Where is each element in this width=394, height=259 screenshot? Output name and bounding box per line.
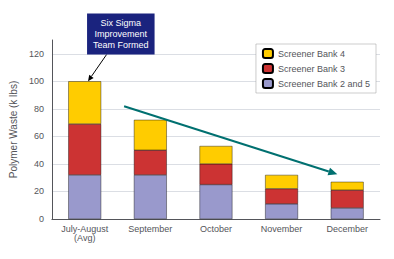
svg-text:December: December (326, 224, 368, 234)
svg-text:100: 100 (29, 76, 44, 86)
svg-text:July-August: July-August (61, 223, 109, 234)
svg-text:40: 40 (34, 159, 44, 169)
svg-text:0: 0 (39, 214, 44, 224)
svg-text:60: 60 (34, 131, 44, 141)
svg-text:Team Formed: Team Formed (93, 40, 149, 50)
svg-text:Screener Bank 3: Screener Bank 3 (278, 64, 345, 74)
svg-text:(Avg): (Avg) (74, 233, 95, 243)
svg-text:Screener Bank 2 and 5: Screener Bank 2 and 5 (278, 79, 370, 89)
svg-text:Polymer Waste (k lbs): Polymer Waste (k lbs) (8, 81, 19, 178)
svg-text:November: November (261, 224, 303, 234)
svg-text:Improvement: Improvement (95, 29, 148, 39)
svg-text:September: September (128, 224, 172, 234)
svg-text:120: 120 (29, 49, 44, 59)
svg-text:Screener Bank 4: Screener Bank 4 (278, 49, 345, 59)
svg-text:Six Sigma: Six Sigma (101, 18, 142, 28)
svg-text:20: 20 (34, 186, 44, 196)
svg-text:80: 80 (34, 104, 44, 114)
svg-text:October: October (200, 224, 232, 234)
